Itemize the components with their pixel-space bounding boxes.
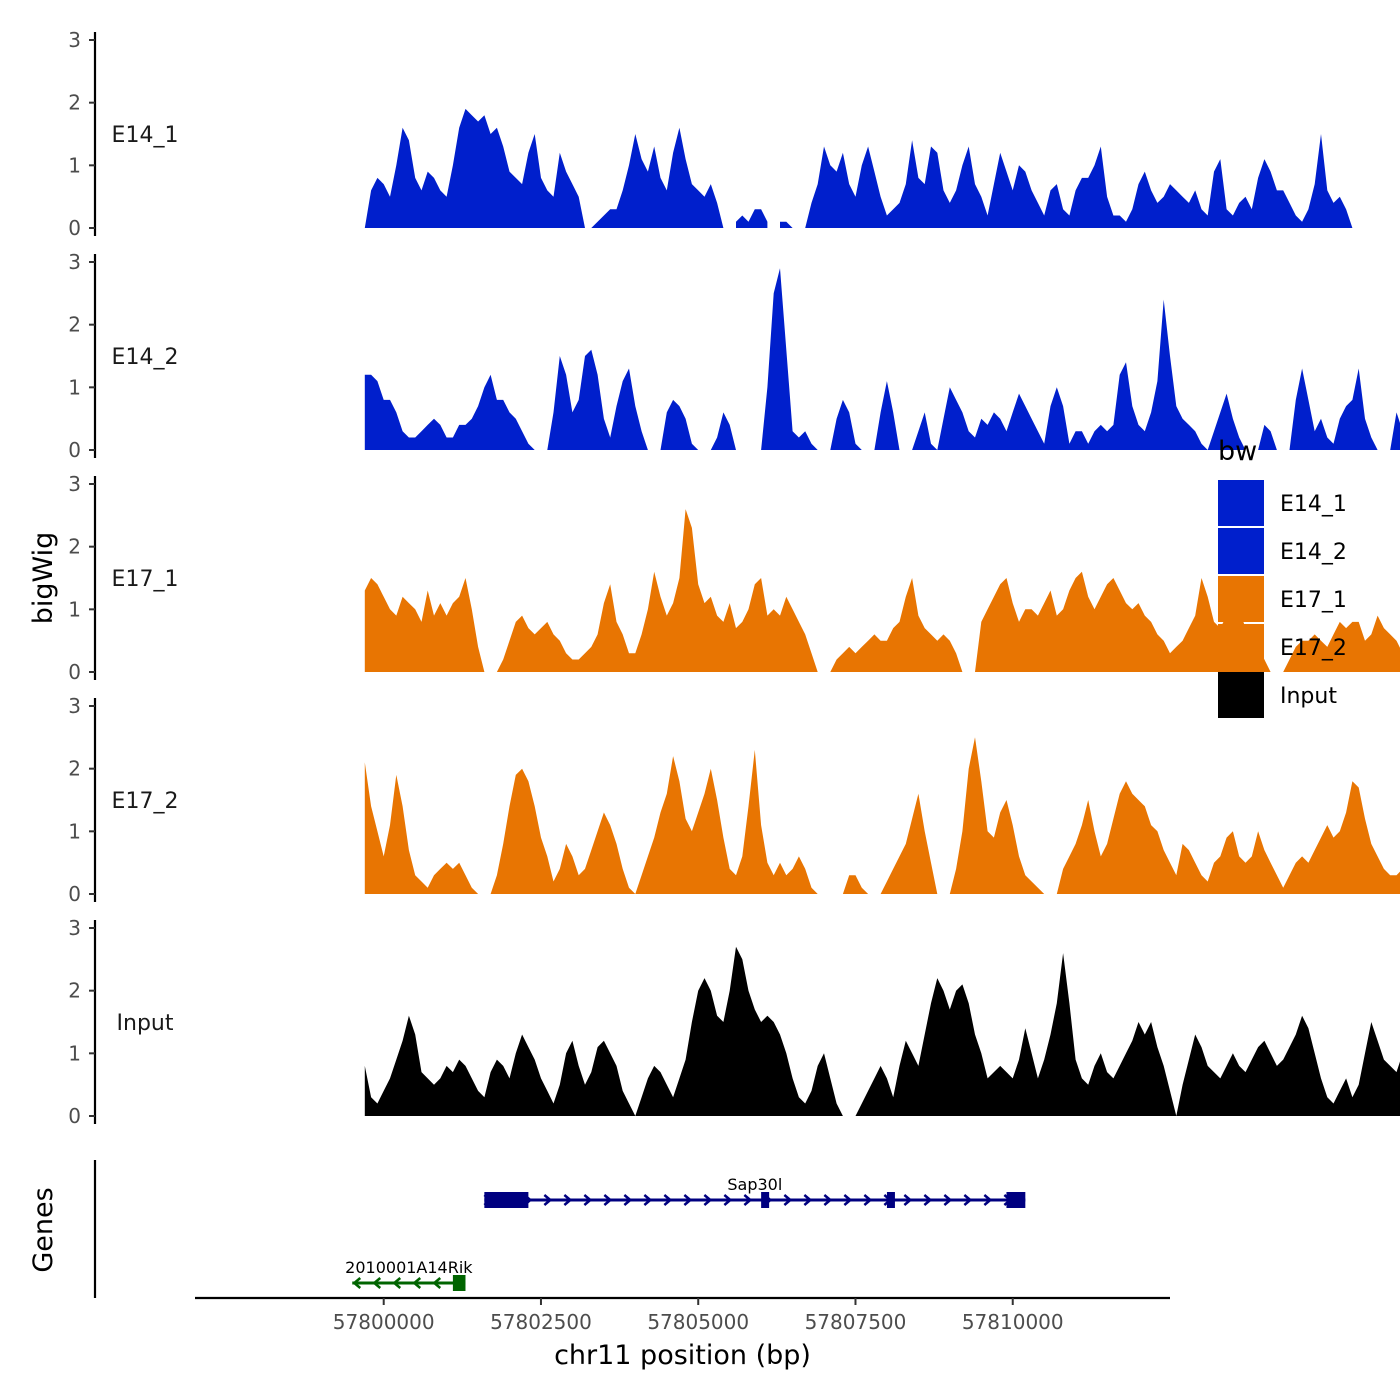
x-axis: 57800000 57802500 57805000 57807500 57810000 [195,1296,1170,1334]
x-tick-label: 57800000 [333,1310,435,1334]
coverage-area-e14_1 [364,108,1353,228]
y-tick-label: 3 [68,28,81,52]
strand-chevron [743,1194,753,1206]
y-tick-label: 1 [68,819,81,843]
x-tick-label: 57805000 [647,1310,749,1334]
y-tick-label: 2 [68,535,81,559]
y-tick-label: 1 [68,153,81,177]
legend-swatch [1218,672,1264,718]
x-tick-label: 57810000 [962,1310,1064,1334]
y-tick-label: 2 [68,91,81,115]
y-tick-label: 1 [68,597,81,621]
y-tick-label: 3 [68,472,81,496]
legend-label: E17_2 [1280,636,1347,661]
y-tick-label: 3 [68,250,81,274]
strand-chevron [823,1194,833,1206]
strand-chevron [663,1194,673,1206]
legend-label: E14_1 [1280,492,1347,517]
legend-item-e14_2: E14_2 [1218,528,1347,574]
track-panel-e17_1: 0 1 2 3 E17_1 [68,472,1400,684]
genes-panel: Sap30l 2010001A14Rik [93,1160,1026,1298]
coverage-area-e17_2 [364,737,1400,894]
y-tick-label: 0 [68,882,81,906]
strand-chevron [783,1194,793,1206]
legend-swatch [1218,528,1264,574]
legend-swatch [1218,576,1264,622]
x-tick-label: 57802500 [490,1310,592,1334]
gene-sap30l: Sap30l [483,1175,1026,1208]
legend: bw E14_1 E14_2 E17_1 E17_2 Input [1218,436,1347,718]
strand-chevron [703,1194,713,1206]
strand-chevron [412,1277,422,1289]
y-tick-label: 1 [68,375,81,399]
track-label: E17_2 [112,789,179,814]
y-tick-label: 2 [68,313,81,337]
gene-2010001a14rik: 2010001A14Rik [345,1258,473,1291]
strand-chevron [683,1194,693,1206]
y-tick-label: 3 [68,694,81,718]
track-label: E14_2 [112,345,179,370]
exon-box [761,1192,770,1208]
exon-box [886,1192,895,1208]
strand-chevron [563,1194,573,1206]
legend-swatch [1218,480,1264,526]
legend-swatch [1218,624,1264,670]
track-panel-e14_1: 0 1 2 3 E14_1 [68,28,1353,240]
strand-chevron [803,1194,813,1206]
strand-chevron [723,1194,733,1206]
y-tick-label: 2 [68,979,81,1003]
legend-label: Input [1280,684,1337,709]
y-tick-label: 3 [68,916,81,940]
strand-chevron [943,1194,953,1206]
strand-chevron [603,1194,613,1206]
x-tick-label: 57807500 [805,1310,907,1334]
legend-item-e14_1: E14_1 [1218,480,1347,526]
y-tick-label: 0 [68,1104,81,1128]
y-tick-label: 0 [68,438,81,462]
track-label: E17_1 [112,567,179,592]
legend-item-e17_2: E17_2 [1218,624,1347,670]
track-panel-e14_2: 0 1 2 3 E14_2 [68,250,1400,462]
exon-box [1006,1192,1026,1208]
y-tick-label: 0 [68,216,81,240]
strand-chevron [923,1194,933,1206]
coverage-area-input [364,946,1400,1116]
track-label: Input [117,1011,174,1036]
exon-box [484,1192,529,1208]
strand-chevron [432,1277,442,1289]
x-axis-title: chr11 position (bp) [554,1340,811,1371]
strand-chevron [352,1277,362,1289]
track-panels: 0 1 2 3 E14_1 0 1 2 3 E14_2 0 1 2 3 E17_1 0 1 2 3 E17_2 0 1 2 3… [68,28,1400,1128]
track-panel-input: 0 1 2 3 Input [68,916,1400,1128]
y-axis-title-bigwig: bigWig [28,532,59,625]
coverage-area-e17_1 [364,509,1400,672]
strand-chevron [643,1194,653,1206]
coverage-area-e14_2 [364,268,1400,450]
track-panel-e17_2: 0 1 2 3 E17_2 [68,694,1400,906]
y-tick-label: 1 [68,1041,81,1065]
y-tick-label: 0 [68,660,81,684]
track-label: E14_1 [112,123,179,148]
strand-chevron [543,1194,553,1206]
strand-chevron [963,1194,973,1206]
strand-chevron [623,1194,633,1206]
exon-box [452,1275,466,1291]
strand-chevron [863,1194,873,1206]
gene-label: Sap30l [727,1175,782,1194]
legend-label: E14_2 [1280,540,1347,565]
y-tick-label: 2 [68,757,81,781]
strand-chevron [392,1277,402,1289]
gene-label: 2010001A14Rik [345,1258,473,1277]
strand-chevron [903,1194,913,1206]
y-axis-title-genes: Genes [28,1187,59,1272]
legend-label: E17_1 [1280,588,1347,613]
strand-chevron [983,1194,993,1206]
strand-chevron [843,1194,853,1206]
strand-chevron [583,1194,593,1206]
strand-chevron [372,1277,382,1289]
legend-item-e17_1: E17_1 [1218,576,1347,622]
legend-item-input: Input [1218,672,1337,718]
legend-title: bw [1218,436,1257,467]
